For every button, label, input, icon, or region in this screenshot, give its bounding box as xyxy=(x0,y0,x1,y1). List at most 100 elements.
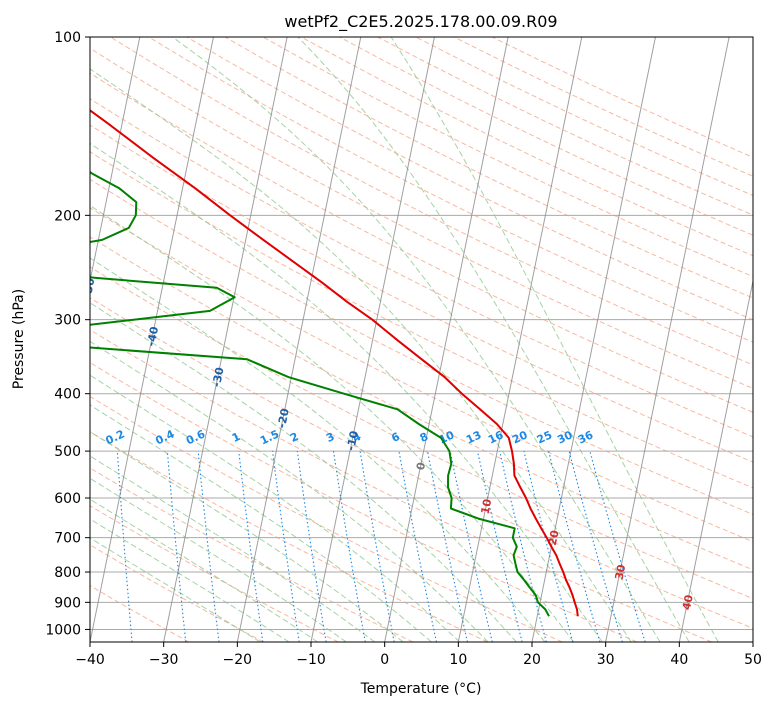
y-tick-label: 200 xyxy=(54,208,81,224)
mixing-ratio-line xyxy=(296,451,327,642)
y-tick-label: 500 xyxy=(54,444,81,460)
mixing-ratio-line xyxy=(359,451,395,642)
isotherm-label: 20 xyxy=(546,529,562,547)
dry-adiabat xyxy=(377,37,753,216)
dry-adiabat xyxy=(90,98,753,438)
y-tick-label: 400 xyxy=(54,387,81,403)
y-tick-label: 1000 xyxy=(45,622,81,638)
chart-title: wetPf2_C2E5.2025.178.00.09.R09 xyxy=(284,12,557,32)
isotherm-line xyxy=(384,37,509,642)
moist-adiabat xyxy=(172,37,661,642)
mixing-ratio-label: 16 xyxy=(486,428,506,446)
mixing-ratio-line xyxy=(499,450,547,642)
isotherm-line xyxy=(90,37,214,642)
isotherm-line xyxy=(310,37,435,642)
mixing-ratio-label: 8 xyxy=(418,430,430,445)
mixing-ratio-label: 10 xyxy=(437,428,457,446)
dry-adiabat xyxy=(110,37,753,366)
moist-adiabat xyxy=(90,257,546,642)
moist-adiabat xyxy=(90,374,461,642)
isotherm-label: 30 xyxy=(613,563,629,581)
dry-adiabat xyxy=(90,236,753,571)
isotherm-line xyxy=(531,37,656,642)
temperature-profile-line xyxy=(90,109,579,617)
mixing-ratio-label: 6 xyxy=(389,430,402,445)
moist-adiabat xyxy=(90,431,404,642)
dry-adiabat xyxy=(90,47,753,389)
dry-adiabat xyxy=(148,37,753,343)
moist-adiabat xyxy=(390,37,719,642)
moist-adiabat xyxy=(90,477,347,642)
mixing-ratio-line xyxy=(398,450,437,642)
line-labels: 0.10.20.40.611.52346810131620253036-100-… xyxy=(16,234,696,611)
dry-adiabat xyxy=(90,178,753,515)
mixing-ratio-line xyxy=(449,450,493,642)
isotherm-label: -40 xyxy=(145,325,162,347)
moist-adiabat xyxy=(90,498,319,642)
x-tick-label: −20 xyxy=(223,652,253,668)
x-tick-label: 50 xyxy=(744,652,762,668)
x-tick-label: 0 xyxy=(380,652,389,668)
background-lines xyxy=(90,37,753,642)
isotherm-line xyxy=(90,37,141,284)
moist-adiabat xyxy=(90,404,432,642)
plot-frame xyxy=(89,36,754,643)
dry-adiabat xyxy=(415,37,753,197)
x-tick-label: −30 xyxy=(149,652,179,668)
dry-adiabat xyxy=(90,585,190,642)
y-axis: 1000 900 800 700 600 500 400 300 200 100 xyxy=(45,30,90,638)
x-axis-label: Temperature (°C) xyxy=(360,681,482,697)
y-tick-label: 700 xyxy=(54,531,81,547)
x-tick-label: −40 xyxy=(75,652,105,668)
isotherm-line xyxy=(236,37,362,642)
isotherm-label: -10 xyxy=(344,429,361,451)
dry-adiabat xyxy=(90,431,488,642)
dewpoint-profile-line xyxy=(90,170,550,617)
y-tick-label: 800 xyxy=(54,565,81,581)
isotherm-label: -50 xyxy=(81,276,98,298)
isotherm-line xyxy=(457,37,583,642)
mixing-ratio-label: 1 xyxy=(230,430,242,445)
mixing-ratio-line xyxy=(548,450,601,642)
mixing-ratio-line xyxy=(271,451,300,642)
x-axis: −40 −30 −20 −10 0 10 20 30 40 50 xyxy=(75,642,762,668)
x-tick-label: 10 xyxy=(449,652,467,668)
isotherm-label: -30 xyxy=(210,366,227,388)
y-tick-label: 900 xyxy=(54,595,81,611)
mixing-ratio-label: 20 xyxy=(510,428,530,446)
isotherm-label: -20 xyxy=(275,407,292,429)
x-tick-label: 20 xyxy=(523,652,541,668)
mixing-ratio-label: 36 xyxy=(576,428,596,446)
isotherm-label: -60 xyxy=(16,234,33,256)
dry-adiabat xyxy=(90,505,339,642)
mixing-ratio-label: 0.2 xyxy=(104,427,127,447)
dry-adiabat xyxy=(491,37,753,158)
y-axis-label: Pressure (hPa) xyxy=(11,289,27,389)
isotherm-label: 40 xyxy=(680,593,696,611)
isotherm-label: 10 xyxy=(479,497,495,515)
y-tick-label: 100 xyxy=(54,30,81,46)
mixing-ratio-line xyxy=(238,451,264,642)
mixing-ratio-line xyxy=(589,450,646,642)
moist-adiabat xyxy=(90,68,632,642)
moist-adiabat xyxy=(90,204,574,642)
mixing-ratio-label: 13 xyxy=(464,428,483,446)
isotherm-line xyxy=(605,37,730,642)
mixing-ratio-line xyxy=(116,451,133,642)
mixing-ratio-line xyxy=(523,450,574,642)
dry-adiabat xyxy=(90,329,712,642)
x-tick-label: 30 xyxy=(597,652,615,668)
moist-adiabat xyxy=(90,455,376,642)
dry-adiabat xyxy=(90,266,753,600)
isotherm-line xyxy=(752,639,753,642)
x-tick-label: −10 xyxy=(296,652,326,668)
mixing-ratio-line xyxy=(476,450,523,642)
mixing-ratio-label: 25 xyxy=(535,428,554,446)
dry-adiabat xyxy=(186,37,753,321)
moist-adiabat xyxy=(90,340,489,642)
dry-adiabat xyxy=(90,207,753,543)
moist-adiabat xyxy=(90,518,290,642)
isotherm-label: 0 xyxy=(414,461,428,471)
dry-adiabat xyxy=(90,297,753,629)
